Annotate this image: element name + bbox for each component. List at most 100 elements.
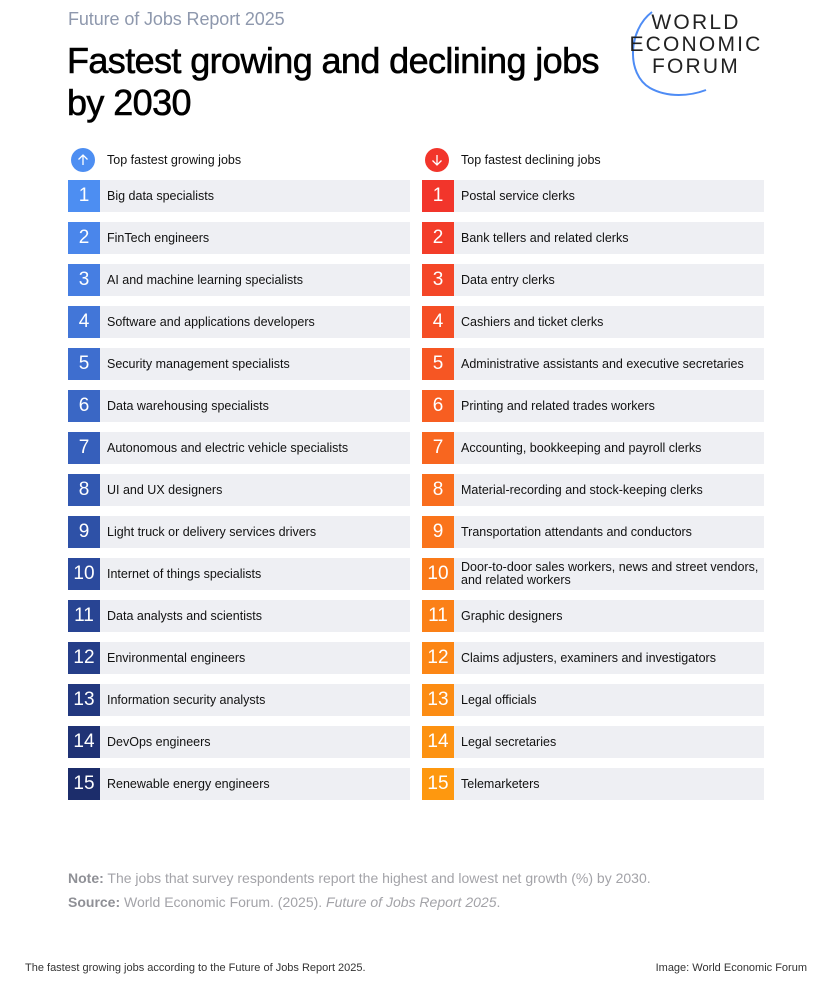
job-label: Cashiers and ticket clerks <box>461 314 604 329</box>
rank-badge: 8 <box>68 474 100 506</box>
rank-badge: 5 <box>422 348 454 380</box>
job-label: Printing and related trades workers <box>461 398 655 413</box>
job-label: Autonomous and electric vehicle speciali… <box>107 440 349 455</box>
rank-badge: 15 <box>68 768 100 800</box>
note-line: Note: The jobs that survey respondents r… <box>68 866 651 890</box>
job-row: 13 Information security analysts <box>68 684 410 716</box>
rank-badge: 12 <box>422 642 454 674</box>
job-row: 8 UI and UX designers <box>68 474 410 506</box>
growing-jobs-heading: Top fastest growing jobs <box>68 148 410 172</box>
job-row: 14 Legal secretaries <box>422 726 764 758</box>
job-row: 7 Accounting, bookkeeping and payroll cle… <box>422 432 764 464</box>
source-title: Future of Jobs Report 2025 <box>326 894 497 910</box>
rank-badge: 4 <box>422 306 454 338</box>
job-label: Internet of things specialists <box>107 566 262 581</box>
job-label: Environmental engineers <box>107 650 246 665</box>
job-label: Accounting, bookkeeping and payroll cler… <box>461 440 702 455</box>
job-row: 6 Printing and related trades workers <box>422 390 764 422</box>
source-label: Source: <box>68 894 121 910</box>
report-kicker: Future of Jobs Report 2025 <box>68 9 285 29</box>
job-label: UI and UX designers <box>107 482 223 497</box>
job-row: 12 Environmental engineers <box>68 642 410 674</box>
job-row: 6 Data warehousing specialists <box>68 390 410 422</box>
rank-badge: 5 <box>68 348 100 380</box>
job-label: FinTech engineers <box>107 230 210 245</box>
rank-badge: 1 <box>422 180 454 212</box>
declining-jobs-heading: Top fastest declining jobs <box>422 148 764 172</box>
job-row: 12 Claims adjusters, examiners and invest… <box>422 642 764 674</box>
rank-badge: 9 <box>68 516 100 548</box>
job-label: Door-to-door sales workers, news and str… <box>461 560 759 587</box>
source-end: . <box>496 894 501 910</box>
logo-line-economic: ECONOMIC <box>629 33 763 56</box>
job-label: Renewable energy engineers <box>107 776 270 791</box>
rank-badge: 14 <box>68 726 100 758</box>
rank-badge: 7 <box>68 432 100 464</box>
rank-badge: 6 <box>422 390 454 422</box>
job-row: 9 Transportation attendants and conductor… <box>422 516 764 548</box>
job-label: Transportation attendants and conductors <box>461 524 692 539</box>
job-label: Software and applications developers <box>107 314 315 329</box>
rank-badge: 13 <box>68 684 100 716</box>
page-title: Fastest growing and declining jobs by 20… <box>67 40 600 124</box>
rank-badge: 15 <box>422 768 454 800</box>
job-row: 1 Big data specialists <box>68 180 410 212</box>
rank-badge: 7 <box>422 432 454 464</box>
rank-badge: 3 <box>422 264 454 296</box>
rank-badge: 9 <box>422 516 454 548</box>
job-row: 3 Data entry clerks <box>422 264 764 296</box>
job-label: Data analysts and scientists <box>107 608 262 623</box>
job-row: 10 Door-to-door sales workers, news and s… <box>422 558 764 590</box>
rank-badge: 2 <box>422 222 454 254</box>
image-caption: The fastest growing jobs according to th… <box>25 962 366 974</box>
job-row: 2 FinTech engineers <box>68 222 410 254</box>
job-label: Bank tellers and related clerks <box>461 230 629 245</box>
job-row: 10 Internet of things specialists <box>68 558 410 590</box>
job-row: 4 Cashiers and ticket clerks <box>422 306 764 338</box>
job-label: Light truck or delivery services drivers <box>107 524 317 539</box>
growing-jobs-heading-label: Top fastest growing jobs <box>107 153 242 167</box>
job-label: Administrative assistants and executive … <box>461 356 744 371</box>
job-label: Data entry clerks <box>461 272 555 287</box>
rank-badge: 14 <box>422 726 454 758</box>
rank-badge: 2 <box>68 222 100 254</box>
declining-jobs-heading-label: Top fastest declining jobs <box>461 153 601 167</box>
job-row: 8 Material-recording and stock-keeping cl… <box>422 474 764 506</box>
job-label: Big data specialists <box>107 188 215 203</box>
declining-jobs-column: Top fastest declining jobs 1 Postal servi… <box>422 148 764 800</box>
declining-jobs-list: 1 Postal service clerks 2 Bank tellers and … <box>422 180 764 800</box>
job-row: 4 Software and applications developers <box>68 306 410 338</box>
note-text: The jobs that survey respondents report … <box>103 870 651 886</box>
arrow-down-icon <box>425 148 449 172</box>
wef-logo: WORLD ECONOMIC FORUM <box>620 8 770 98</box>
job-row: 15 Telemarketers <box>422 768 764 800</box>
rank-badge: 13 <box>422 684 454 716</box>
image-credit: Image: World Economic Forum <box>655 962 807 974</box>
job-label: Security management specialists <box>107 356 290 371</box>
job-label: Graphic designers <box>461 608 563 623</box>
job-row: 5 Security management specialists <box>68 348 410 380</box>
job-label: Material-recording and stock-keeping cle… <box>461 482 703 497</box>
rank-badge: 1 <box>68 180 100 212</box>
job-label: Claims adjusters, examiners and investig… <box>461 650 716 665</box>
job-label: Legal officials <box>461 692 537 707</box>
job-row: 14 DevOps engineers <box>68 726 410 758</box>
job-label: Data warehousing specialists <box>107 398 269 413</box>
job-row: 5 Administrative assistants and executive… <box>422 348 764 380</box>
job-row: 11 Graphic designers <box>422 600 764 632</box>
rank-badge: 4 <box>68 306 100 338</box>
rank-badge: 12 <box>68 642 100 674</box>
rank-badge: 10 <box>422 558 454 590</box>
note-label: Note: <box>68 870 104 886</box>
arrow-up-icon <box>71 148 95 172</box>
job-row: 2 Bank tellers and related clerks <box>422 222 764 254</box>
rank-badge: 3 <box>68 264 100 296</box>
job-label: Information security analysts <box>107 692 266 707</box>
logo-line-world: WORLD <box>651 11 741 34</box>
job-row: 1 Postal service clerks <box>422 180 764 212</box>
job-label: DevOps engineers <box>107 734 211 749</box>
source-text: World Economic Forum. (2025). <box>120 894 327 910</box>
job-label: AI and machine learning specialists <box>107 272 303 287</box>
growing-jobs-column: Top fastest growing jobs 1 Big data speci… <box>68 148 410 800</box>
job-label: Legal secretaries <box>461 734 557 749</box>
